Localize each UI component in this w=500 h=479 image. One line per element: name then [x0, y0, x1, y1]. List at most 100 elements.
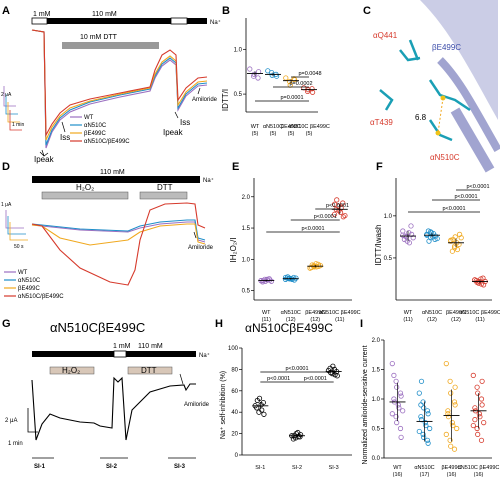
data-point: [391, 396, 397, 402]
data-point: [478, 437, 485, 443]
chart-f: 0.51.0WT(11)αN510C(12)βE499C(12)αN510C β…: [384, 178, 500, 323]
data-point: [451, 446, 458, 452]
solution-bar-low-2: [170, 17, 188, 25]
data-point: [283, 75, 289, 81]
data-point: [472, 405, 478, 411]
data-point: [478, 396, 485, 402]
data-point: [450, 422, 456, 429]
n-label: (12): [310, 317, 320, 323]
x-tick-label: WT: [262, 310, 271, 316]
data-point: [406, 240, 412, 246]
data-point: [338, 205, 344, 211]
chart-b: 0.51.0WT(5)αN510C(5)βE499C(5)αN510C βE49…: [234, 18, 330, 137]
dtt-label-g: DTT: [141, 366, 157, 375]
y-tick-label-f: 0.5: [384, 256, 393, 262]
panel-label-h: H: [215, 318, 223, 330]
x-tick-label: WT: [393, 465, 402, 471]
n-label: (5): [252, 131, 259, 137]
legend-a-double: αN510C/βE499C: [84, 139, 130, 145]
panel-g: G αN510CβE499C 1 mM 110 mM Na⁺ H₂O₂ DTT …: [2, 318, 210, 470]
label-distance: 6.8: [415, 113, 427, 122]
ylabel-b: IDTT/I: [221, 89, 230, 111]
x-tick-label: WT: [404, 310, 413, 316]
panel-e: E 0.51.01.52.0WT(11)αN510C(12)βE499C(12)…: [229, 161, 361, 323]
iss-left-label: Iss: [60, 133, 70, 142]
trace-g: [31, 376, 196, 441]
p-value-label: p<0.0001: [442, 206, 465, 212]
data-point: [449, 419, 455, 426]
n-label: (11): [403, 317, 413, 323]
arrow-amiloride-g: [179, 373, 184, 385]
data-point: [389, 411, 395, 417]
title-g: αN510CβE499C: [50, 320, 145, 335]
n-label: (11): [262, 317, 272, 323]
na-label-d: Na⁺: [203, 177, 214, 184]
n-label: (16): [393, 472, 403, 478]
protein-helix: [450, 107, 495, 173]
scale-bar-be499c: [7, 102, 20, 123]
x-tick-label: αN510C: [422, 310, 442, 316]
data-point: [418, 378, 425, 384]
x-tick-label: αN510C βE499C: [458, 465, 500, 471]
data-point: [430, 230, 436, 237]
data-point: [394, 419, 400, 426]
data-point: [422, 419, 428, 426]
arrow-ipeak-left: [39, 149, 49, 157]
x-tick-label: SI-3: [329, 465, 339, 471]
data-point: [418, 402, 424, 408]
ipeak-right-label: Ipeak: [163, 128, 184, 137]
data-point: [474, 425, 480, 432]
data-point: [340, 200, 346, 206]
h2o2-bar-g: [49, 366, 95, 375]
y-tick-label-b: 1.0: [234, 47, 243, 53]
data-point: [454, 425, 460, 432]
data-point: [476, 411, 482, 417]
scale-current-d: 1 μA: [1, 202, 12, 208]
scale-current-g: 2 μA: [5, 418, 17, 424]
data-point: [474, 384, 480, 390]
data-point: [389, 360, 395, 367]
data-point: [427, 425, 433, 432]
p-value-label: p<0.0001: [314, 214, 337, 220]
y-tick-label-i: 1.5: [372, 368, 381, 374]
y-tick-label-e: 2.0: [242, 195, 251, 201]
conc-110mm-g: 110 mM: [138, 343, 163, 350]
distance-line: [437, 97, 444, 134]
data-point: [445, 408, 451, 414]
panel-label-b: B: [222, 5, 230, 17]
dtt-bar-d: [139, 191, 188, 200]
panel-label-c: C: [363, 5, 371, 17]
x-tick-label: βE499C: [446, 310, 466, 316]
p-value-label: p<0.0001: [454, 194, 477, 200]
panel-label-i: I: [360, 318, 363, 330]
x-tick-label: SI-2: [292, 465, 302, 471]
chart-h: 0 20 40 60 80 100 SI-1 SI-2 SI-3 p<0.0001 p<0.0001…: [228, 346, 352, 471]
label-e499c: βE499C: [432, 43, 461, 52]
legend-d-be499c: βE499C: [18, 286, 40, 292]
data-point: [398, 434, 404, 440]
trace-double: [31, 29, 208, 138]
si1-label: SI-1: [34, 464, 46, 470]
n-label: (5): [288, 131, 295, 137]
data-point: [472, 417, 478, 423]
data-point: [445, 414, 452, 420]
iss-right-label: Iss: [180, 118, 190, 127]
data-point: [268, 278, 275, 284]
trace-d-double: [31, 202, 206, 286]
dtt-label: 10 mM DTT: [80, 34, 118, 41]
data-point: [259, 407, 265, 413]
ipeak-left-label: Ipeak: [34, 155, 55, 164]
panel-i: I 0.00.51.01.52.0WT(16)αN510C(17)βE499C(…: [360, 318, 499, 478]
arrow-amiloride-d: [193, 231, 197, 239]
amiloride-label-a: Amiloride: [192, 97, 218, 103]
data-point: [254, 397, 260, 404]
trace-wt: [31, 29, 208, 149]
data-point: [451, 243, 458, 249]
panel-h: H αN510CβE499C 0 20 40 60 80 100 SI-1 SI-2 SI-3 p…: [215, 318, 352, 471]
p-value-label: p<0.0001: [304, 376, 327, 382]
y-tick-label-h: 20: [231, 432, 238, 438]
panel-label-a: A: [2, 5, 10, 17]
x-tick-label: αN510C: [281, 310, 301, 316]
